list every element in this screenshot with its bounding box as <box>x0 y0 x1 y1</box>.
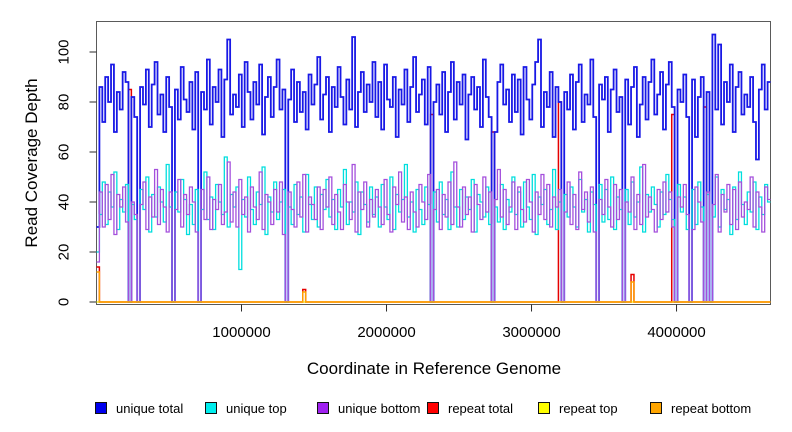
legend-label-unique-bottom: unique bottom <box>338 400 421 416</box>
legend-item-repeat-total: repeat total <box>427 400 513 416</box>
legend-swatch-unique-top <box>205 402 217 414</box>
legend: unique total unique top unique bottom re… <box>0 398 792 422</box>
axes-layer <box>89 21 771 312</box>
svg-text:3000000: 3000000 <box>502 324 560 341</box>
legend-swatch-repeat-bottom <box>650 402 662 414</box>
legend-label-repeat-bottom: repeat bottom <box>671 400 752 416</box>
x-axis-title: Coordinate in Reference Genome <box>307 359 561 378</box>
legend-item-unique-bottom: unique bottom <box>317 400 420 416</box>
legend-item-repeat-top: repeat top <box>538 400 618 416</box>
svg-text:4000000: 4000000 <box>647 324 705 341</box>
legend-item-repeat-bottom: repeat bottom <box>650 400 751 416</box>
svg-text:60: 60 <box>55 144 72 161</box>
legend-label-unique-top: unique top <box>226 400 287 416</box>
y-axis-title: Read Coverage Depth <box>22 78 41 247</box>
legend-swatch-unique-total <box>95 402 107 414</box>
svg-text:2000000: 2000000 <box>357 324 415 341</box>
legend-label-unique-total: unique total <box>116 400 184 416</box>
legend-swatch-repeat-total <box>427 402 439 414</box>
svg-text:80: 80 <box>55 94 72 111</box>
svg-text:40: 40 <box>55 194 72 211</box>
tick-label-layer: 1000000 2000000 3000000 4000000 0 20 40 60 80 100 <box>55 39 705 341</box>
svg-text:100: 100 <box>55 39 72 64</box>
legend-swatch-unique-bottom <box>317 402 329 414</box>
legend-item-unique-total: unique total <box>95 400 183 416</box>
legend-item-unique-top: unique top <box>205 400 287 416</box>
svg-text:20: 20 <box>55 244 72 261</box>
svg-text:1000000: 1000000 <box>212 324 270 341</box>
legend-label-repeat-top: repeat top <box>559 400 618 416</box>
series-layer <box>96 33 771 303</box>
legend-label-repeat-total: repeat total <box>448 400 514 416</box>
svg-text:0: 0 <box>55 298 72 306</box>
legend-swatch-repeat-top <box>538 402 550 414</box>
